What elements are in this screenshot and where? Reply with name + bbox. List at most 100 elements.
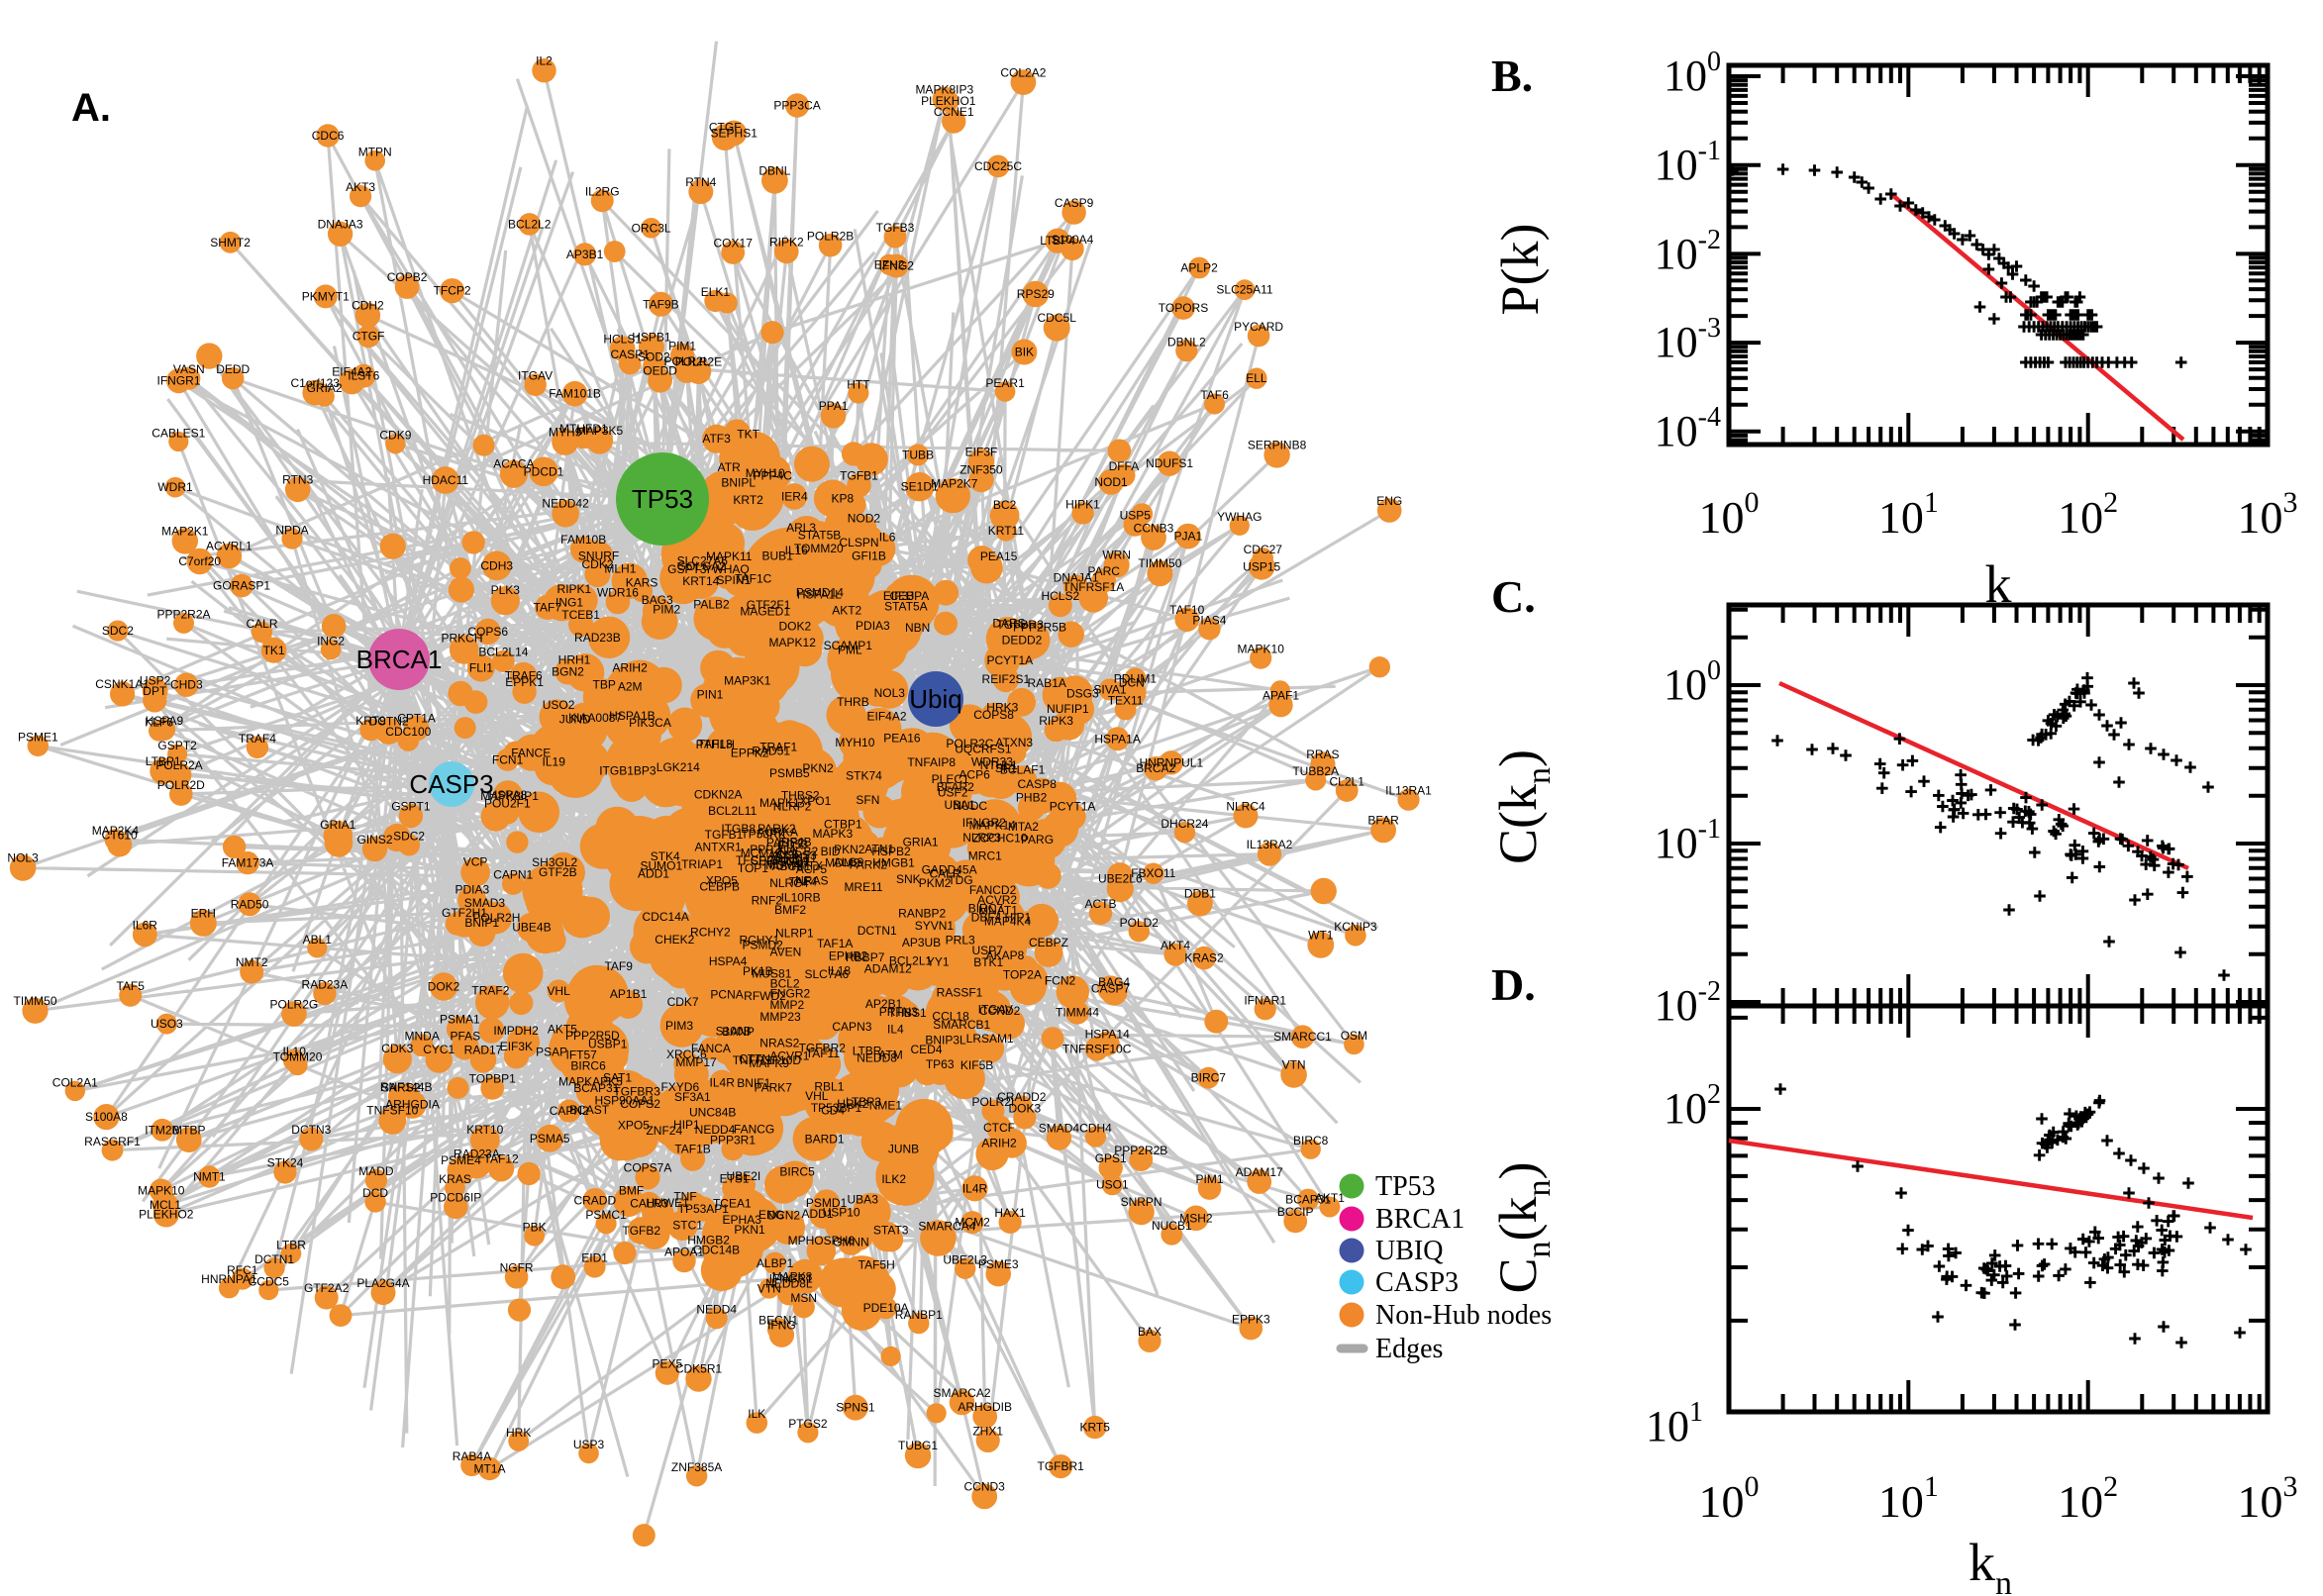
svg-text:TGFB1: TGFB1 (705, 828, 744, 842)
svg-text:CDC5L: CDC5L (1038, 311, 1077, 325)
svg-text:AP1B1: AP1B1 (610, 987, 648, 1001)
svg-text:CTBP1: CTBP1 (824, 817, 862, 831)
svg-text:CTGF: CTGF (353, 330, 385, 344)
svg-text:BMF: BMF (619, 1184, 644, 1198)
svg-text:TAF13: TAF13 (698, 737, 733, 750)
svg-text:AKAP8: AKAP8 (986, 948, 1025, 962)
svg-text:MAPK9: MAPK9 (749, 1056, 789, 1070)
svg-text:ENG: ENG (1376, 494, 1402, 508)
svg-text:SNURF: SNURF (578, 549, 619, 562)
svg-text:TNFRSF1A: TNFRSF1A (1062, 580, 1124, 594)
svg-text:TAF5: TAF5 (116, 979, 145, 993)
svg-text:CDC14B: CDC14B (693, 1244, 740, 1257)
svg-text:RIPK3: RIPK3 (1039, 714, 1073, 728)
svg-text:OEDD: OEDD (643, 364, 677, 378)
svg-text:ITGAV: ITGAV (978, 1003, 1013, 1017)
svg-text:XPO5: XPO5 (618, 1118, 650, 1132)
svg-text:PDLIM1: PDLIM1 (1114, 672, 1158, 686)
svg-text:SLC25A11: SLC25A11 (1216, 283, 1272, 297)
svg-text:CDC100: CDC100 (385, 725, 431, 739)
svg-text:SOD2: SOD2 (638, 350, 670, 364)
svg-text:UBE2L3: UBE2L3 (943, 1252, 987, 1266)
svg-text:TOMM20: TOMM20 (794, 542, 844, 555)
svg-text:SPNS1: SPNS1 (836, 1401, 875, 1415)
svg-text:C.: C. (1491, 571, 1536, 622)
svg-text:TIMM50: TIMM50 (1138, 556, 1181, 570)
svg-text:USP5: USP5 (1120, 509, 1152, 523)
svg-text:RNF144B: RNF144B (380, 1080, 433, 1094)
svg-text:ARHGDIA: ARHGDIA (385, 1098, 440, 1112)
svg-text:TUBB2A: TUBB2A (1292, 764, 1339, 778)
svg-text:HSPA1L: HSPA1L (797, 587, 842, 601)
svg-text:BECN1: BECN1 (758, 1313, 798, 1327)
svg-text:PDCD6IP: PDCD6IP (430, 1190, 481, 1204)
svg-text:CEBPB: CEBPB (699, 879, 740, 893)
svg-text:TAF11: TAF11 (806, 1047, 841, 1060)
svg-text:ACVR2: ACVR2 (977, 893, 1017, 907)
svg-text:CTCF: CTCF (983, 1121, 1015, 1135)
svg-text:ATN1: ATN1 (864, 843, 894, 856)
svg-text:ITGB8: ITGB8 (721, 822, 756, 836)
svg-text:ACVR1: ACVR1 (769, 1049, 809, 1063)
svg-text:BAX: BAX (1138, 1325, 1162, 1339)
svg-text:AKT3: AKT3 (346, 180, 375, 194)
svg-text:PDCD1: PDCD1 (524, 464, 564, 478)
svg-text:TOMM20: TOMM20 (273, 1049, 323, 1063)
svg-text:MAPKAPK5: MAPKAPK5 (558, 1075, 623, 1089)
svg-text:TAF1B: TAF1B (674, 1143, 710, 1156)
svg-text:CD53: CD53 (777, 838, 808, 851)
svg-text:ILK: ILK (748, 1407, 765, 1421)
svg-text:CASP1: CASP1 (611, 348, 651, 361)
svg-text:BCL2: BCL2 (770, 976, 800, 990)
svg-text:PTHLH: PTHLH (696, 738, 735, 751)
svg-text:ITM2B: ITM2B (145, 1123, 179, 1137)
svg-text:IL18: IL18 (828, 964, 852, 978)
svg-text:USO2: USO2 (543, 698, 575, 712)
svg-text:PARK2: PARK2 (849, 858, 887, 872)
svg-text:ACP5: ACP5 (796, 862, 828, 876)
svg-text:DHCR24: DHCR24 (1161, 817, 1208, 831)
svg-text:ACLY: ACLY (768, 848, 798, 862)
svg-text:CHD3: CHD3 (170, 678, 203, 692)
svg-text:PFAS: PFAS (450, 1029, 480, 1043)
svg-text:YWHAQ: YWHAQ (704, 562, 749, 576)
svg-text:WDR33: WDR33 (971, 754, 1013, 768)
svg-text:IL13RA1: IL13RA1 (1385, 784, 1432, 798)
svg-text:CASP3: CASP3 (409, 769, 493, 799)
svg-text:RANBP1: RANBP1 (895, 1308, 943, 1322)
svg-text:FANCG: FANCG (734, 1122, 774, 1136)
svg-text:USBP1: USBP1 (588, 1037, 628, 1050)
svg-text:NRAS2: NRAS2 (759, 1037, 799, 1050)
svg-text:DCD: DCD (362, 1186, 388, 1200)
svg-text:PSME3: PSME3 (978, 1257, 1019, 1271)
svg-text:TNFRSF10D: TNFRSF10D (733, 1053, 802, 1067)
svg-text:EIF3J: EIF3J (883, 589, 914, 603)
svg-text:DEDD: DEDD (216, 362, 250, 376)
svg-text:GSPT3: GSPT3 (667, 562, 707, 576)
svg-text:NDUFS1: NDUFS1 (1146, 456, 1193, 470)
svg-text:DNAJA1: DNAJA1 (1054, 570, 1099, 584)
svg-text:AP3UB: AP3UB (902, 936, 941, 949)
svg-text:MAPK1: MAPK1 (759, 796, 800, 810)
svg-text:IER4: IER4 (781, 490, 808, 504)
svg-text:SCAMP1: SCAMP1 (824, 639, 873, 652)
svg-text:LTBR: LTBR (276, 1238, 306, 1251)
svg-text:IFT57: IFT57 (566, 1047, 598, 1061)
svg-text:BCCIP: BCCIP (1277, 1205, 1314, 1219)
svg-text:PKM2: PKM2 (919, 876, 952, 890)
svg-text:IFNAR1: IFNAR1 (1244, 993, 1286, 1007)
svg-text:Non-Hub nodes: Non-Hub nodes (1375, 1300, 1552, 1331)
svg-text:RFWD2: RFWD2 (744, 989, 786, 1003)
svg-text:FCN2: FCN2 (1045, 973, 1076, 987)
svg-text:CASP9: CASP9 (1055, 196, 1094, 210)
svg-text:TAF1C: TAF1C (735, 572, 771, 586)
svg-text:USP7: USP7 (972, 944, 1004, 957)
svg-text:ALG9: ALG9 (834, 855, 864, 869)
svg-text:MNDA: MNDA (405, 1030, 440, 1044)
svg-text:MAPK14: MAPK14 (969, 818, 1017, 832)
svg-text:FAM101B: FAM101B (549, 387, 601, 401)
svg-text:FNGR2: FNGR2 (770, 987, 811, 1001)
svg-text:KRT11: KRT11 (988, 524, 1025, 538)
svg-text:IFNGR1: IFNGR1 (156, 374, 200, 388)
svg-text:S100A4: S100A4 (1052, 233, 1094, 247)
